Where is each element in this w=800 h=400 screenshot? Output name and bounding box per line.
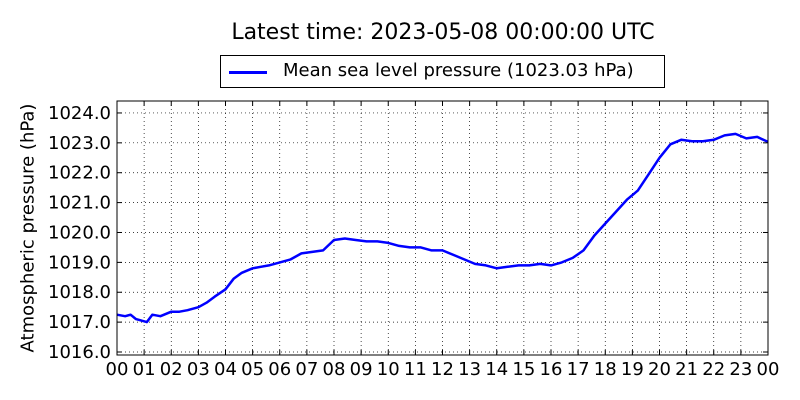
x-tick-label: 04	[214, 359, 237, 380]
x-tick-label: 09	[350, 359, 373, 380]
x-tick-label: 12	[431, 359, 454, 380]
y-tick-label: 1017.0	[48, 312, 111, 333]
x-tick-label: 20	[648, 359, 671, 380]
legend-swatch	[229, 71, 267, 74]
axis-ticks	[116, 101, 769, 355]
y-tick-label: 1021.0	[48, 193, 111, 214]
series-line-layer	[116, 132, 769, 324]
x-tick-label: 19	[621, 359, 644, 380]
y-tick-label: 1019.0	[48, 252, 111, 273]
y-tick-label: 1024.0	[48, 103, 111, 124]
y-tick-label: 1018.0	[48, 282, 111, 303]
x-tick-label: 00	[106, 359, 129, 380]
legend: Mean sea level pressure (1023.03 hPa)	[220, 55, 665, 88]
x-tick-label: 02	[160, 359, 183, 380]
x-tick-label: 03	[187, 359, 210, 380]
grid-lines	[116, 101, 769, 355]
x-tick-label: 11	[404, 359, 427, 380]
x-tick-label: 07	[295, 359, 318, 380]
y-tick-label: 1016.0	[48, 342, 111, 363]
x-tick-label: 23	[729, 359, 752, 380]
x-tick-label: 06	[268, 359, 291, 380]
x-tick-label: 22	[702, 359, 725, 380]
x-tick-label: 05	[241, 359, 264, 380]
x-tick-label: 18	[594, 359, 617, 380]
series-line-mean-sea-level-pressure	[116, 132, 769, 324]
y-tick-label: 1020.0	[48, 222, 111, 243]
x-tick-label: 17	[567, 359, 590, 380]
legend-label: Mean sea level pressure (1023.03 hPa)	[283, 60, 634, 81]
x-tick-label: 14	[485, 359, 508, 380]
y-tick-label: 1023.0	[48, 133, 111, 154]
plot-area	[116, 100, 769, 356]
x-tick-label: 00	[757, 359, 780, 380]
y-tick-labels: 1016.0 1017.0 1018.0 1019.0 1020.0 1021.0 1022…	[48, 103, 111, 363]
x-tick-label: 16	[540, 359, 563, 380]
x-tick-label: 01	[133, 359, 156, 380]
x-tick-labels: 00 01 02 03 04 05 06 07 08 09 10 11 12 13 14 15 16 17 18 19…	[106, 359, 780, 380]
x-tick-label: 10	[377, 359, 400, 380]
x-tick-label: 21	[675, 359, 698, 380]
x-tick-label: 15	[512, 359, 535, 380]
x-tick-label: 13	[458, 359, 481, 380]
y-axis-label: Atmospheric pressure (hPa)	[17, 103, 39, 353]
x-tick-label: 08	[323, 359, 346, 380]
y-tick-label: 1022.0	[48, 163, 111, 184]
chart-title: Latest time: 2023-05-08 00:00:00 UTC	[231, 20, 655, 45]
